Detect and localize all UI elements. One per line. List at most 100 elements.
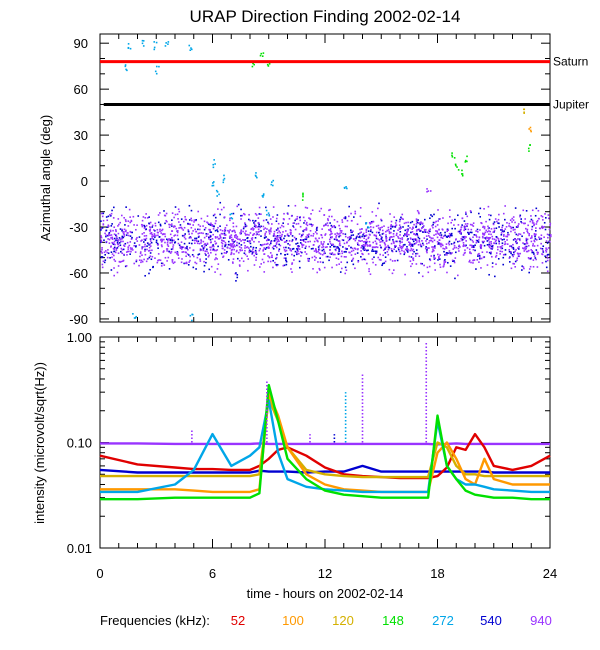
scatter-point (296, 251, 298, 254)
scatter-point (380, 259, 382, 261)
scatter-point (302, 244, 305, 246)
scatter-point (453, 261, 456, 264)
scatter-point (244, 234, 247, 236)
scatter-point (302, 192, 304, 195)
scatter-point (171, 212, 174, 214)
scatter-point (117, 245, 120, 248)
scatter-point (352, 249, 355, 252)
scatter-point (101, 252, 103, 254)
scatter-point (101, 215, 104, 218)
scatter-point (189, 223, 192, 226)
scatter-point (296, 247, 298, 250)
scatter-point (229, 236, 231, 239)
scatter-point (372, 220, 375, 223)
scatter-point (226, 250, 228, 253)
scatter-point (334, 253, 336, 256)
scatter-point (156, 261, 159, 264)
scatter-point (393, 248, 395, 251)
scatter-point (372, 246, 375, 248)
scatter-point (413, 238, 415, 241)
scatter-point (258, 241, 260, 243)
scatter-point (475, 241, 478, 244)
scatter-point (418, 237, 421, 240)
scatter-point (141, 260, 144, 263)
scatter-point (348, 215, 350, 218)
scatter-point (545, 251, 548, 253)
scatter-point (289, 244, 291, 246)
scatter-point (431, 250, 434, 252)
scatter-point (115, 238, 118, 240)
scatter-point (253, 223, 256, 226)
scatter-point (498, 226, 500, 228)
scatter-point (285, 239, 288, 242)
scatter-point (262, 193, 265, 195)
scatter-point (483, 244, 486, 247)
scatter-point (379, 234, 381, 236)
scatter-point (433, 221, 436, 224)
scatter-point (344, 266, 347, 269)
scatter-point (255, 231, 258, 233)
scatter-point (244, 225, 247, 228)
scatter-point (469, 210, 472, 212)
scatter-point (301, 244, 304, 246)
scatter-point (391, 260, 394, 262)
scatter-point (133, 262, 136, 265)
scatter-point (110, 225, 113, 227)
scatter-point (299, 239, 302, 241)
scatter-point (416, 233, 419, 236)
scatter-point (221, 245, 224, 247)
scatter-point (216, 230, 219, 233)
scatter-point (382, 254, 384, 257)
scatter-point (293, 259, 295, 261)
scatter-point (471, 246, 473, 248)
scatter-point (209, 238, 212, 241)
scatter-point (491, 235, 494, 238)
scatter-point (251, 250, 254, 253)
scatter-point (542, 249, 544, 252)
scatter-point (524, 243, 527, 245)
y-tick-label: 60 (74, 82, 88, 97)
scatter-point (493, 238, 496, 241)
scatter-point (149, 240, 152, 242)
scatter-point (252, 229, 255, 231)
scatter-point (517, 224, 519, 227)
scatter-point (307, 234, 310, 237)
scatter-point (321, 246, 323, 249)
scatter-point (337, 252, 340, 255)
scatter-point (531, 222, 534, 224)
scatter-point (282, 225, 285, 228)
scatter-point (531, 235, 533, 237)
scatter-point (472, 241, 475, 243)
scatter-point (426, 238, 428, 241)
scatter-point (438, 233, 440, 235)
scatter-point (200, 242, 202, 244)
scatter-point (529, 220, 531, 223)
scatter-point (506, 239, 508, 241)
scatter-point (371, 248, 374, 251)
scatter-point (328, 259, 330, 262)
scatter-point (113, 274, 115, 277)
scatter-point (424, 247, 427, 250)
scatter-point (262, 52, 265, 54)
scatter-point (127, 246, 129, 248)
scatter-point (275, 257, 277, 260)
scatter-point (259, 266, 261, 268)
scatter-point (167, 41, 170, 43)
scatter-point (454, 277, 456, 280)
scatter-point (248, 240, 251, 243)
scatter-point (113, 240, 116, 243)
scatter-point (207, 255, 210, 258)
scatter-point (190, 219, 193, 222)
scatter-point (277, 222, 280, 225)
scatter-point (338, 263, 341, 265)
scatter-point (384, 260, 387, 263)
scatter-point (206, 250, 208, 253)
scatter-point (120, 250, 122, 253)
scatter-point (391, 272, 394, 275)
scatter-point (373, 256, 375, 259)
scatter-point (108, 238, 111, 241)
scatter-point (276, 240, 279, 243)
scatter-point (176, 234, 179, 237)
scatter-point (111, 238, 114, 241)
scatter-point (549, 258, 551, 260)
